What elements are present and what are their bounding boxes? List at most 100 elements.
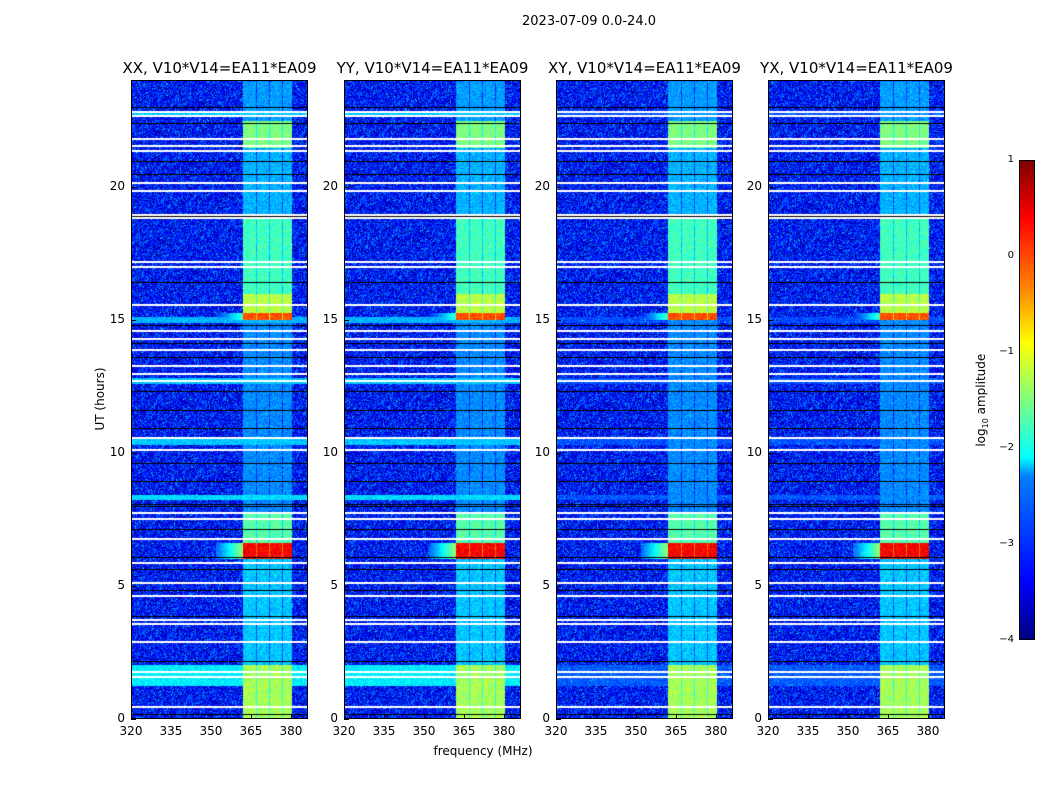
y-tick-mark <box>556 585 561 587</box>
y-tick-mark <box>556 186 561 188</box>
spectrogram-panel <box>768 80 945 719</box>
y-tick-label: 10 <box>746 444 762 459</box>
x-tick-label: 320 <box>119 724 143 738</box>
x-tick-mark <box>556 714 557 719</box>
x-tick-label: 350 <box>836 724 860 738</box>
x-tick-mark <box>807 714 809 719</box>
x-tick-mark <box>290 714 292 719</box>
spectrogram-panel <box>131 80 308 719</box>
x-tick-label: 365 <box>876 724 900 738</box>
y-tick-label: 10 <box>534 444 550 459</box>
x-tick-mark <box>887 714 889 719</box>
x-tick-mark <box>170 714 172 719</box>
y-tick-label: 20 <box>746 178 762 193</box>
colorbar-label-suffix: amplitude <box>973 353 988 419</box>
spectrogram-image <box>132 81 307 718</box>
y-tick-label: 5 <box>542 577 550 592</box>
x-tick-label: 350 <box>199 724 223 738</box>
y-tick-mark <box>131 186 136 188</box>
spectrogram-image <box>345 81 520 718</box>
y-tick-label: 15 <box>746 311 762 326</box>
colorbar-tick-label: −1 <box>999 346 1014 357</box>
y-tick-label: 15 <box>534 311 550 326</box>
y-tick-mark <box>344 585 349 587</box>
x-axis-label: frequency (MHz) <box>433 744 533 758</box>
colorbar-tick-label: 0 <box>1007 250 1014 261</box>
colorbar-label-sub: 10 <box>981 418 991 429</box>
x-tick-mark <box>503 714 505 719</box>
x-tick-mark <box>768 714 769 719</box>
x-tick-mark <box>250 714 252 719</box>
y-tick-label: 20 <box>109 178 125 193</box>
x-tick-mark <box>927 714 929 719</box>
panel-title: XY, V10*V14=EA11*EA09 <box>548 59 741 77</box>
colorbar-tick-label: −2 <box>999 442 1014 453</box>
x-tick-mark <box>383 714 385 719</box>
y-tick-mark <box>768 186 773 188</box>
x-tick-mark <box>131 714 132 719</box>
x-tick-mark <box>675 714 677 719</box>
x-tick-mark <box>423 714 425 719</box>
y-tick-mark <box>131 719 136 720</box>
y-axis-label: UT (hours) <box>93 367 107 431</box>
spectrogram-image <box>557 81 732 718</box>
x-tick-label: 335 <box>372 724 396 738</box>
x-tick-label: 380 <box>916 724 940 738</box>
y-tick-label: 5 <box>754 577 762 592</box>
colorbar <box>1019 160 1035 640</box>
x-tick-mark <box>847 714 849 719</box>
x-tick-label: 365 <box>664 724 688 738</box>
y-tick-mark <box>768 585 773 587</box>
x-tick-label: 320 <box>544 724 568 738</box>
x-tick-label: 320 <box>332 724 356 738</box>
x-tick-label: 335 <box>159 724 183 738</box>
x-tick-label: 380 <box>279 724 303 738</box>
spectrogram-panel <box>344 80 521 719</box>
y-tick-label: 0 <box>117 711 125 725</box>
panel-title: YY, V10*V14=EA11*EA09 <box>336 59 529 77</box>
y-tick-label: 5 <box>330 577 338 592</box>
y-tick-label: 0 <box>754 711 762 725</box>
y-tick-mark <box>556 319 561 321</box>
figure-title: 2023-07-09 0.0-24.0 <box>522 14 656 29</box>
x-tick-mark <box>595 714 597 719</box>
colorbar-tick-label: −3 <box>999 538 1014 549</box>
x-tick-label: 365 <box>239 724 263 738</box>
panel-title: YX, V10*V14=EA11*EA09 <box>760 59 953 77</box>
y-tick-label: 10 <box>322 444 338 459</box>
y-tick-label: 15 <box>322 311 338 326</box>
y-tick-mark <box>768 319 773 321</box>
x-tick-label: 380 <box>492 724 516 738</box>
y-tick-mark <box>344 452 349 454</box>
spectrogram-panel <box>556 80 733 719</box>
x-tick-mark <box>463 714 465 719</box>
x-tick-mark <box>210 714 212 719</box>
y-tick-mark <box>556 719 561 720</box>
y-tick-mark <box>131 319 136 321</box>
x-tick-mark <box>635 714 637 719</box>
x-tick-mark <box>715 714 717 719</box>
y-tick-label: 20 <box>322 178 338 193</box>
y-tick-mark <box>344 319 349 321</box>
y-tick-mark <box>556 452 561 454</box>
x-tick-label: 335 <box>796 724 820 738</box>
y-tick-mark <box>131 452 136 454</box>
x-tick-label: 380 <box>704 724 728 738</box>
x-tick-label: 335 <box>584 724 608 738</box>
colorbar-tick-label: 1 <box>1007 154 1014 165</box>
y-tick-label: 10 <box>109 444 125 459</box>
x-tick-mark <box>344 714 345 719</box>
x-tick-label: 350 <box>624 724 648 738</box>
x-tick-label: 320 <box>756 724 780 738</box>
y-tick-mark <box>344 186 349 188</box>
colorbar-tick-label: −4 <box>999 634 1014 645</box>
x-tick-label: 350 <box>412 724 436 738</box>
y-tick-label: 0 <box>330 711 338 725</box>
y-tick-mark <box>768 719 773 720</box>
y-tick-mark <box>768 452 773 454</box>
x-tick-label: 365 <box>452 724 476 738</box>
y-tick-label: 5 <box>117 577 125 592</box>
y-tick-mark <box>344 719 349 720</box>
panel-title: XX, V10*V14=EA11*EA09 <box>122 59 317 77</box>
